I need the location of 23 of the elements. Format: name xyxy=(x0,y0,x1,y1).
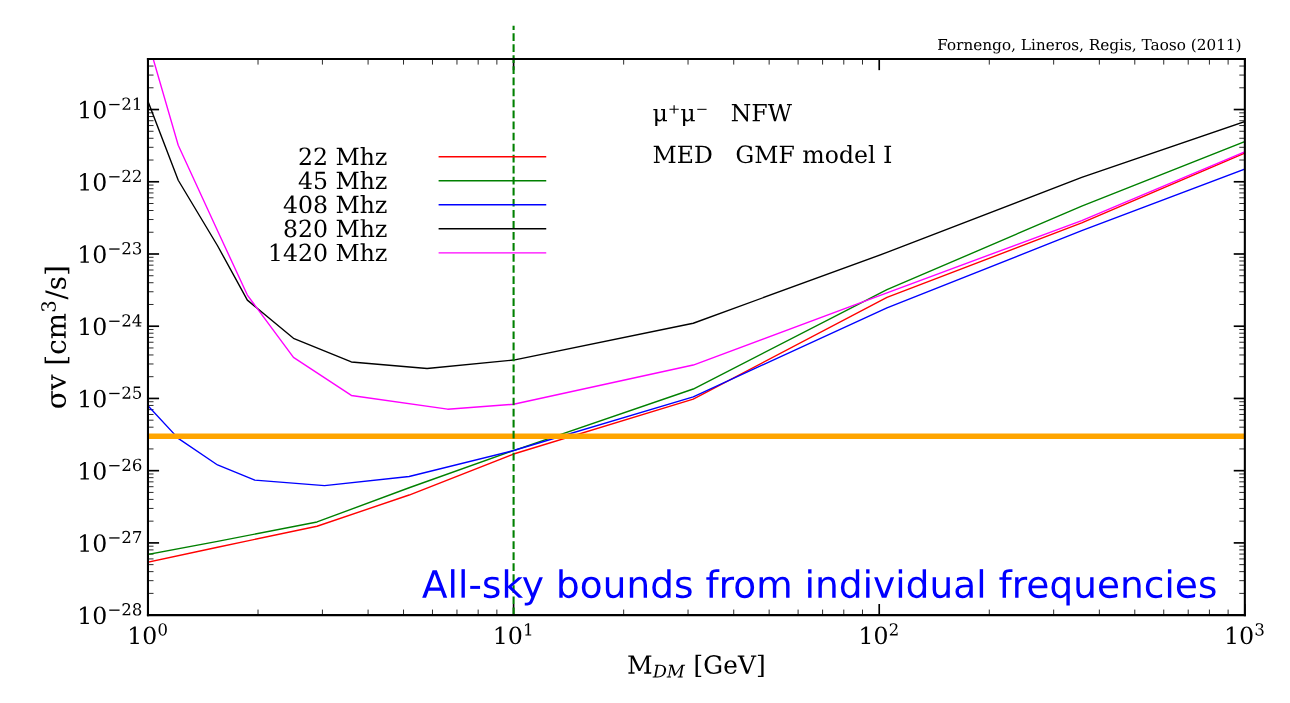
annotation: μ⁺μ⁻ NFW xyxy=(653,103,792,127)
x-tick-label: 10$^{0}$ xyxy=(130,623,167,645)
x-tick-label: 10$^{1}$ xyxy=(495,623,532,645)
y-tick-label: 10$^{−23}$ xyxy=(80,241,142,264)
text: Fornengo, Lineros, Regis, Taoso (2011) xyxy=(937,38,1241,54)
y-tick-label: 10$^{−22}$ xyxy=(80,169,141,191)
x-tick-label: 10$^{2}$ xyxy=(861,623,898,645)
annotation: All-sky bounds from individual frequencies xyxy=(422,569,1216,606)
y-tick-label: 10$^{−26}$ xyxy=(80,458,142,480)
x-tick-label: 10$^{3}$ xyxy=(1226,623,1264,645)
annotation: MED GMF model I xyxy=(653,144,892,164)
legend-label: 408 Mhz xyxy=(283,195,387,214)
legend-label: 45 Mhz xyxy=(298,171,387,190)
y-tick-label: 10$^{−21}$ xyxy=(80,97,141,119)
y-tick-label: 10$^{−27}$ xyxy=(80,530,142,553)
legend-label: 1420 Mhz xyxy=(270,243,387,262)
legend-label: 22 Mhz xyxy=(299,147,387,165)
legend-label: 820 Mhz xyxy=(284,219,387,238)
y-tick-label: 10$^{−25}$ xyxy=(80,386,142,408)
y-tick-label: 10$^{−28}$ xyxy=(80,603,142,625)
x-axis-title: M$_{DM}$ [GeV] xyxy=(628,654,764,678)
y-tick-label: 10$^{−24}$ xyxy=(80,314,142,336)
y-axis-title: σv [cm$^{3}$/s] xyxy=(41,267,70,408)
